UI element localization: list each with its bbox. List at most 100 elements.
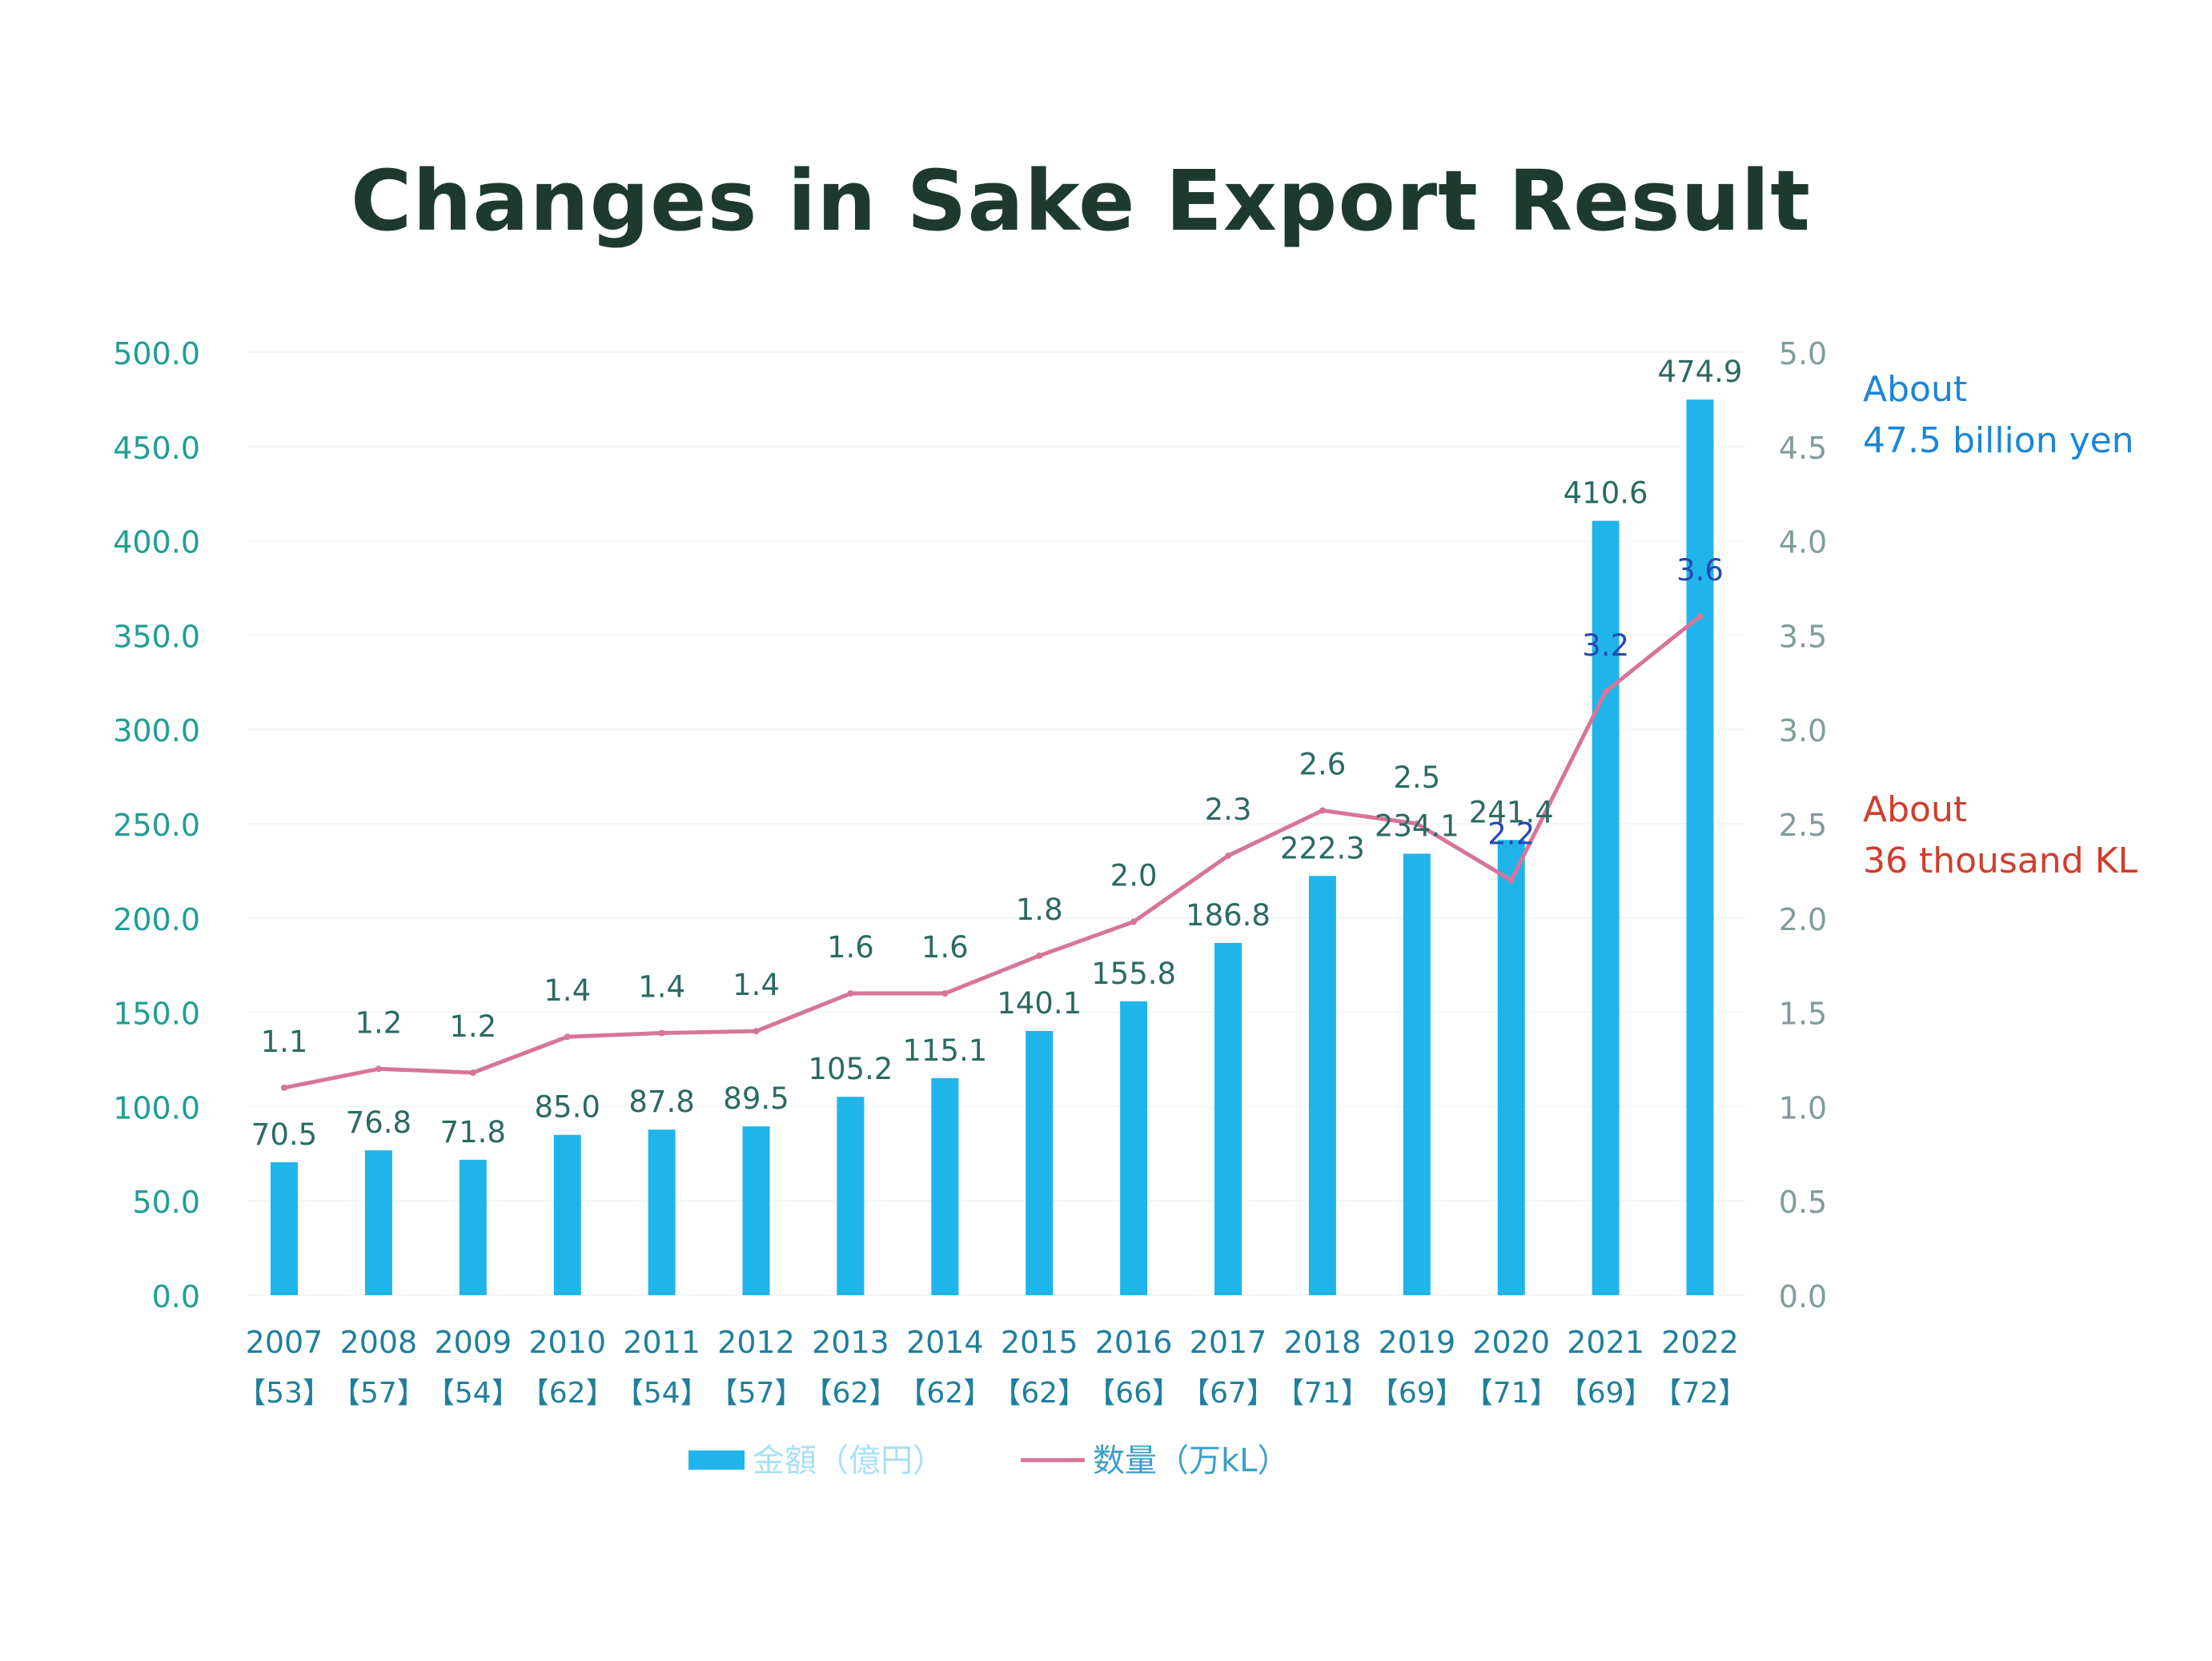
bar: [364, 1150, 392, 1295]
x-tick-label: 2022: [1661, 1325, 1739, 1360]
line-value-label: 1.1: [261, 1025, 308, 1059]
line-point: [1036, 952, 1043, 959]
annotation-amount: About 47.5 billion yen: [1863, 364, 2134, 467]
y-left-tick-label: 50.0: [132, 1185, 200, 1220]
x-tick-sublabel: 【72】: [1653, 1377, 1748, 1410]
bar: [1592, 520, 1620, 1295]
line-point: [469, 1069, 476, 1076]
bar-value-label: 89.5: [723, 1081, 789, 1116]
bar: [1214, 942, 1242, 1295]
bar: [837, 1097, 865, 1295]
bar: [553, 1134, 581, 1295]
axes: 0.0 50.0 100.0 150.0 200.0 250.0 300.0 350.0 400…: [113, 336, 1827, 1410]
x-tick-label: 2016: [1095, 1325, 1173, 1360]
y-left-tick-label: 450.0: [113, 431, 200, 466]
y-right-tick-label: 2.0: [1779, 902, 1827, 937]
line-value-label: 2.2: [1487, 817, 1535, 852]
x-tick-label: 2009: [434, 1325, 512, 1360]
x-tick-label: 2014: [906, 1325, 984, 1360]
gridlines: [248, 351, 1745, 1296]
line-point: [375, 1065, 382, 1073]
x-tick-sublabel: 【53】: [237, 1377, 331, 1410]
bar-value-label: 70.5: [251, 1117, 317, 1152]
legend-label-amount: 金額（億円）: [753, 1442, 945, 1479]
x-tick-sublabel: 【62】: [520, 1377, 615, 1410]
x-tick-sublabel: 【54】: [426, 1377, 520, 1410]
bar: [1308, 876, 1336, 1295]
x-tick-sublabel: 【54】: [615, 1377, 709, 1410]
x-tick-label: 2017: [1190, 1325, 1267, 1360]
line-series-volume: [281, 612, 1704, 1091]
bar-series-amount: [271, 399, 1714, 1295]
x-tick-label: 2018: [1284, 1325, 1362, 1360]
bar-value-label: 186.8: [1186, 898, 1271, 933]
y-right-tick-label: 4.0: [1779, 525, 1827, 560]
line-value-label: 1.4: [638, 970, 685, 1005]
line-value-label: 1.6: [827, 930, 874, 965]
line-value-label: 1.6: [921, 930, 969, 965]
line-value-label: 2.5: [1393, 760, 1440, 795]
x-tick-sublabel: 【62】: [897, 1377, 992, 1410]
annotation-volume-line-1: About: [1863, 789, 1968, 830]
line-value-label: 2.0: [1110, 859, 1158, 893]
bar: [931, 1077, 959, 1295]
bar: [271, 1161, 298, 1295]
line-value-label: 1.8: [1016, 893, 1063, 927]
x-tick-sublabel: 【62】: [992, 1377, 1086, 1410]
y-left-tick-label: 300.0: [113, 713, 200, 748]
x-tick-sublabel: 【69】: [1370, 1377, 1464, 1410]
bar-value-label: 76.8: [346, 1105, 411, 1140]
y-left-tick-label: 150.0: [113, 997, 200, 1032]
x-tick-sublabel: 【57】: [709, 1377, 804, 1410]
y-left-tick-label: 500.0: [113, 336, 200, 371]
bar-value-label: 241.4: [1469, 795, 1554, 829]
line-point: [1507, 877, 1515, 884]
line-value-label: 3.2: [1582, 628, 1629, 663]
y-left-tick-label: 400.0: [113, 525, 200, 560]
y-left-tick-label: 250.0: [113, 808, 200, 843]
x-tick-sublabel: 【67】: [1181, 1377, 1275, 1410]
x-tick-sublabel: 【69】: [1559, 1377, 1653, 1410]
annotation-amount-line-1: About: [1863, 369, 1968, 410]
bar: [1497, 840, 1525, 1295]
bar-value-label: 87.8: [628, 1085, 694, 1119]
x-tick-sublabel: 【71】: [1275, 1377, 1370, 1410]
line-value-label: 1.2: [355, 1005, 402, 1040]
x-tick-sublabel: 【57】: [331, 1377, 426, 1410]
y-right-tick-label: 3.5: [1779, 619, 1827, 654]
line-point: [1225, 853, 1231, 860]
bar-value-label: 115.1: [902, 1033, 987, 1068]
x-tick-label: 2010: [528, 1325, 606, 1360]
line-value-label: 1.4: [733, 968, 780, 1002]
x-tick-sublabel: 【66】: [1086, 1377, 1181, 1410]
line-point: [1319, 807, 1326, 814]
x-tick-label: 2007: [246, 1325, 323, 1360]
x-tick-label: 2021: [1567, 1325, 1644, 1360]
bar-value-label: 474.9: [1658, 355, 1743, 389]
x-tick-label: 2015: [1001, 1325, 1078, 1360]
y-left-tick-label: 0.0: [152, 1279, 200, 1314]
y-left-tick-label: 200.0: [113, 902, 200, 937]
bar-value-label: 222.3: [1280, 831, 1365, 865]
y-left-tick-label: 350.0: [113, 619, 200, 654]
line-point: [1696, 612, 1704, 620]
y-right-tick-label: 0.0: [1779, 1279, 1827, 1314]
line-point: [1130, 918, 1138, 925]
bar-value-label: 410.6: [1564, 476, 1648, 511]
annotation-volume-line-2: 36 thousand KL: [1863, 841, 2138, 881]
line-point: [281, 1084, 287, 1091]
annotation-volume: About 36 thousand KL: [1863, 784, 2138, 887]
x-tick-sublabel: 【62】: [803, 1377, 897, 1410]
annotation-amount-line-2: 47.5 billion yen: [1863, 420, 2134, 461]
y-right-tick-label: 2.5: [1779, 808, 1827, 843]
bar-value-label: 85.0: [535, 1090, 600, 1125]
line-point: [847, 990, 854, 997]
line-value-label: 2.3: [1205, 792, 1252, 827]
legend-label-volume: 数量（万kL）: [1093, 1442, 1289, 1479]
x-tick-sublabel: 【71】: [1464, 1377, 1559, 1410]
bar-value-label: 105.2: [808, 1052, 893, 1086]
line-point: [1413, 820, 1420, 827]
x-tick-label: 2012: [717, 1325, 795, 1360]
line-point: [658, 1029, 665, 1037]
